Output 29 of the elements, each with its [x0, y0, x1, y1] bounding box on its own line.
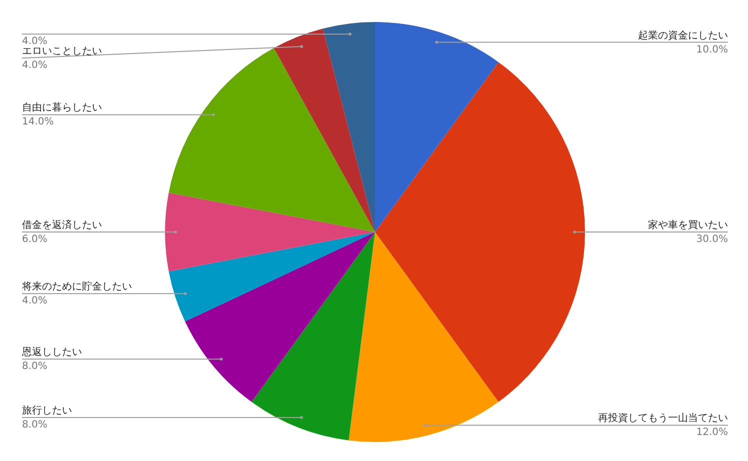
data-label: 4.0%	[22, 36, 48, 48]
pie-slice	[168, 232, 375, 322]
slice-label: エロいことしたい	[22, 46, 102, 58]
slice-label: 自由に暮らしたい	[22, 102, 102, 114]
slice-label: 旅行したい	[22, 404, 72, 416]
pie-slice	[322, 22, 375, 232]
pie-slice	[375, 22, 498, 232]
data-label: 8.0%	[22, 361, 48, 372]
data-label: 30.0%	[696, 234, 728, 245]
data-label: 4.0%	[22, 60, 48, 72]
slice-label: 借金を返済したい	[22, 219, 102, 231]
data-label: 6.0%	[22, 234, 48, 245]
slice-label: 家や車を買いたい	[648, 219, 728, 231]
slice-label: 再投資してもう一山当てたい	[598, 412, 728, 424]
pie-slice	[168, 48, 375, 232]
pie-slice	[274, 28, 375, 232]
pie-slice	[184, 232, 375, 402]
pie-slice	[252, 232, 375, 440]
pie-slice	[375, 62, 585, 402]
slice-label: 将来のために貯金したい	[21, 280, 132, 293]
data-label: 12.0%	[696, 427, 728, 438]
data-label: 10.0%	[696, 44, 728, 56]
slice-label: 起業の資金にしたい	[638, 29, 728, 42]
data-label: 4.0%	[22, 296, 48, 307]
pie-slice	[165, 192, 375, 272]
slice-label: 恩返ししたい	[21, 346, 82, 358]
data-label: 8.0%	[22, 419, 48, 430]
pie-slice	[348, 232, 498, 442]
data-label: 14.0%	[22, 116, 54, 128]
